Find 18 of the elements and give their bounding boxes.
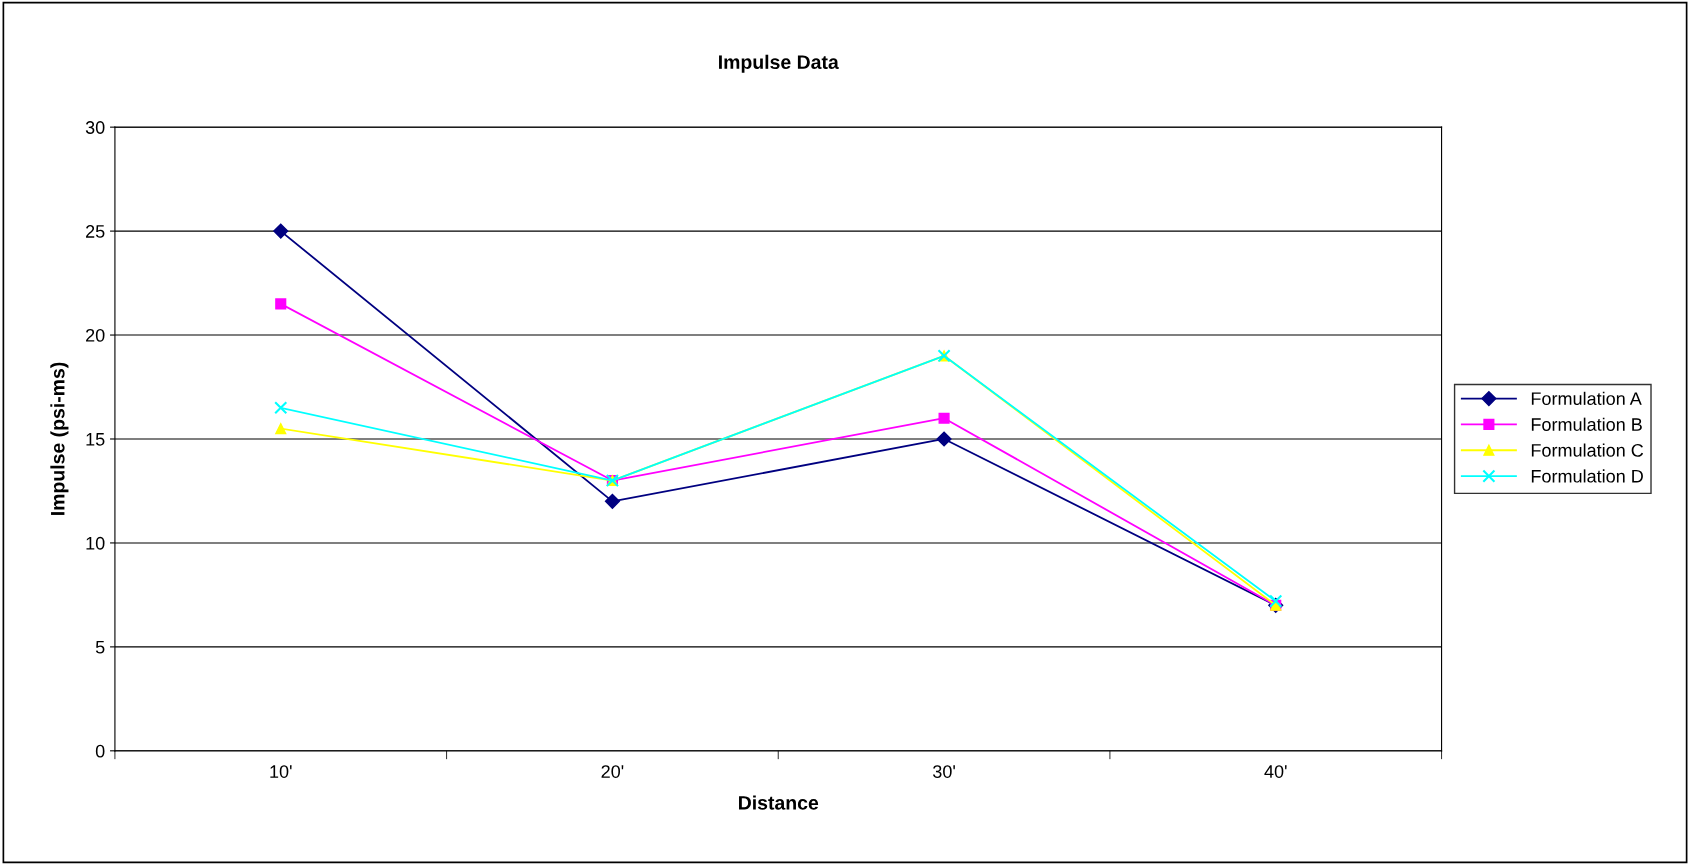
legend-label: Formulation C [1531, 443, 1644, 457]
y-tick-label: 15 [86, 433, 105, 446]
legend-label: Formulation A [1531, 391, 1642, 406]
x-tick-label: 20' [601, 765, 624, 778]
y-axis-title: Impulse (psi-ms) [50, 362, 69, 515]
chart-title: Impulse Data [719, 54, 839, 73]
y-tick-label: 0 [95, 744, 105, 758]
legend-label: Formulation D [1531, 469, 1643, 483]
x-tick-label: 30' [933, 765, 955, 778]
x-axis-title: Distance [739, 795, 819, 810]
y-tick-label: 25 [86, 225, 105, 238]
y-tick-label: 10 [86, 536, 105, 550]
y-tick-label: 20 [86, 328, 105, 342]
y-tick-label: 5 [95, 641, 105, 654]
x-tick-label: 40' [1264, 765, 1287, 778]
x-tick-label: 10' [270, 765, 292, 778]
legend-label: Formulation B [1531, 417, 1642, 431]
y-tick-label: 30 [85, 121, 105, 134]
